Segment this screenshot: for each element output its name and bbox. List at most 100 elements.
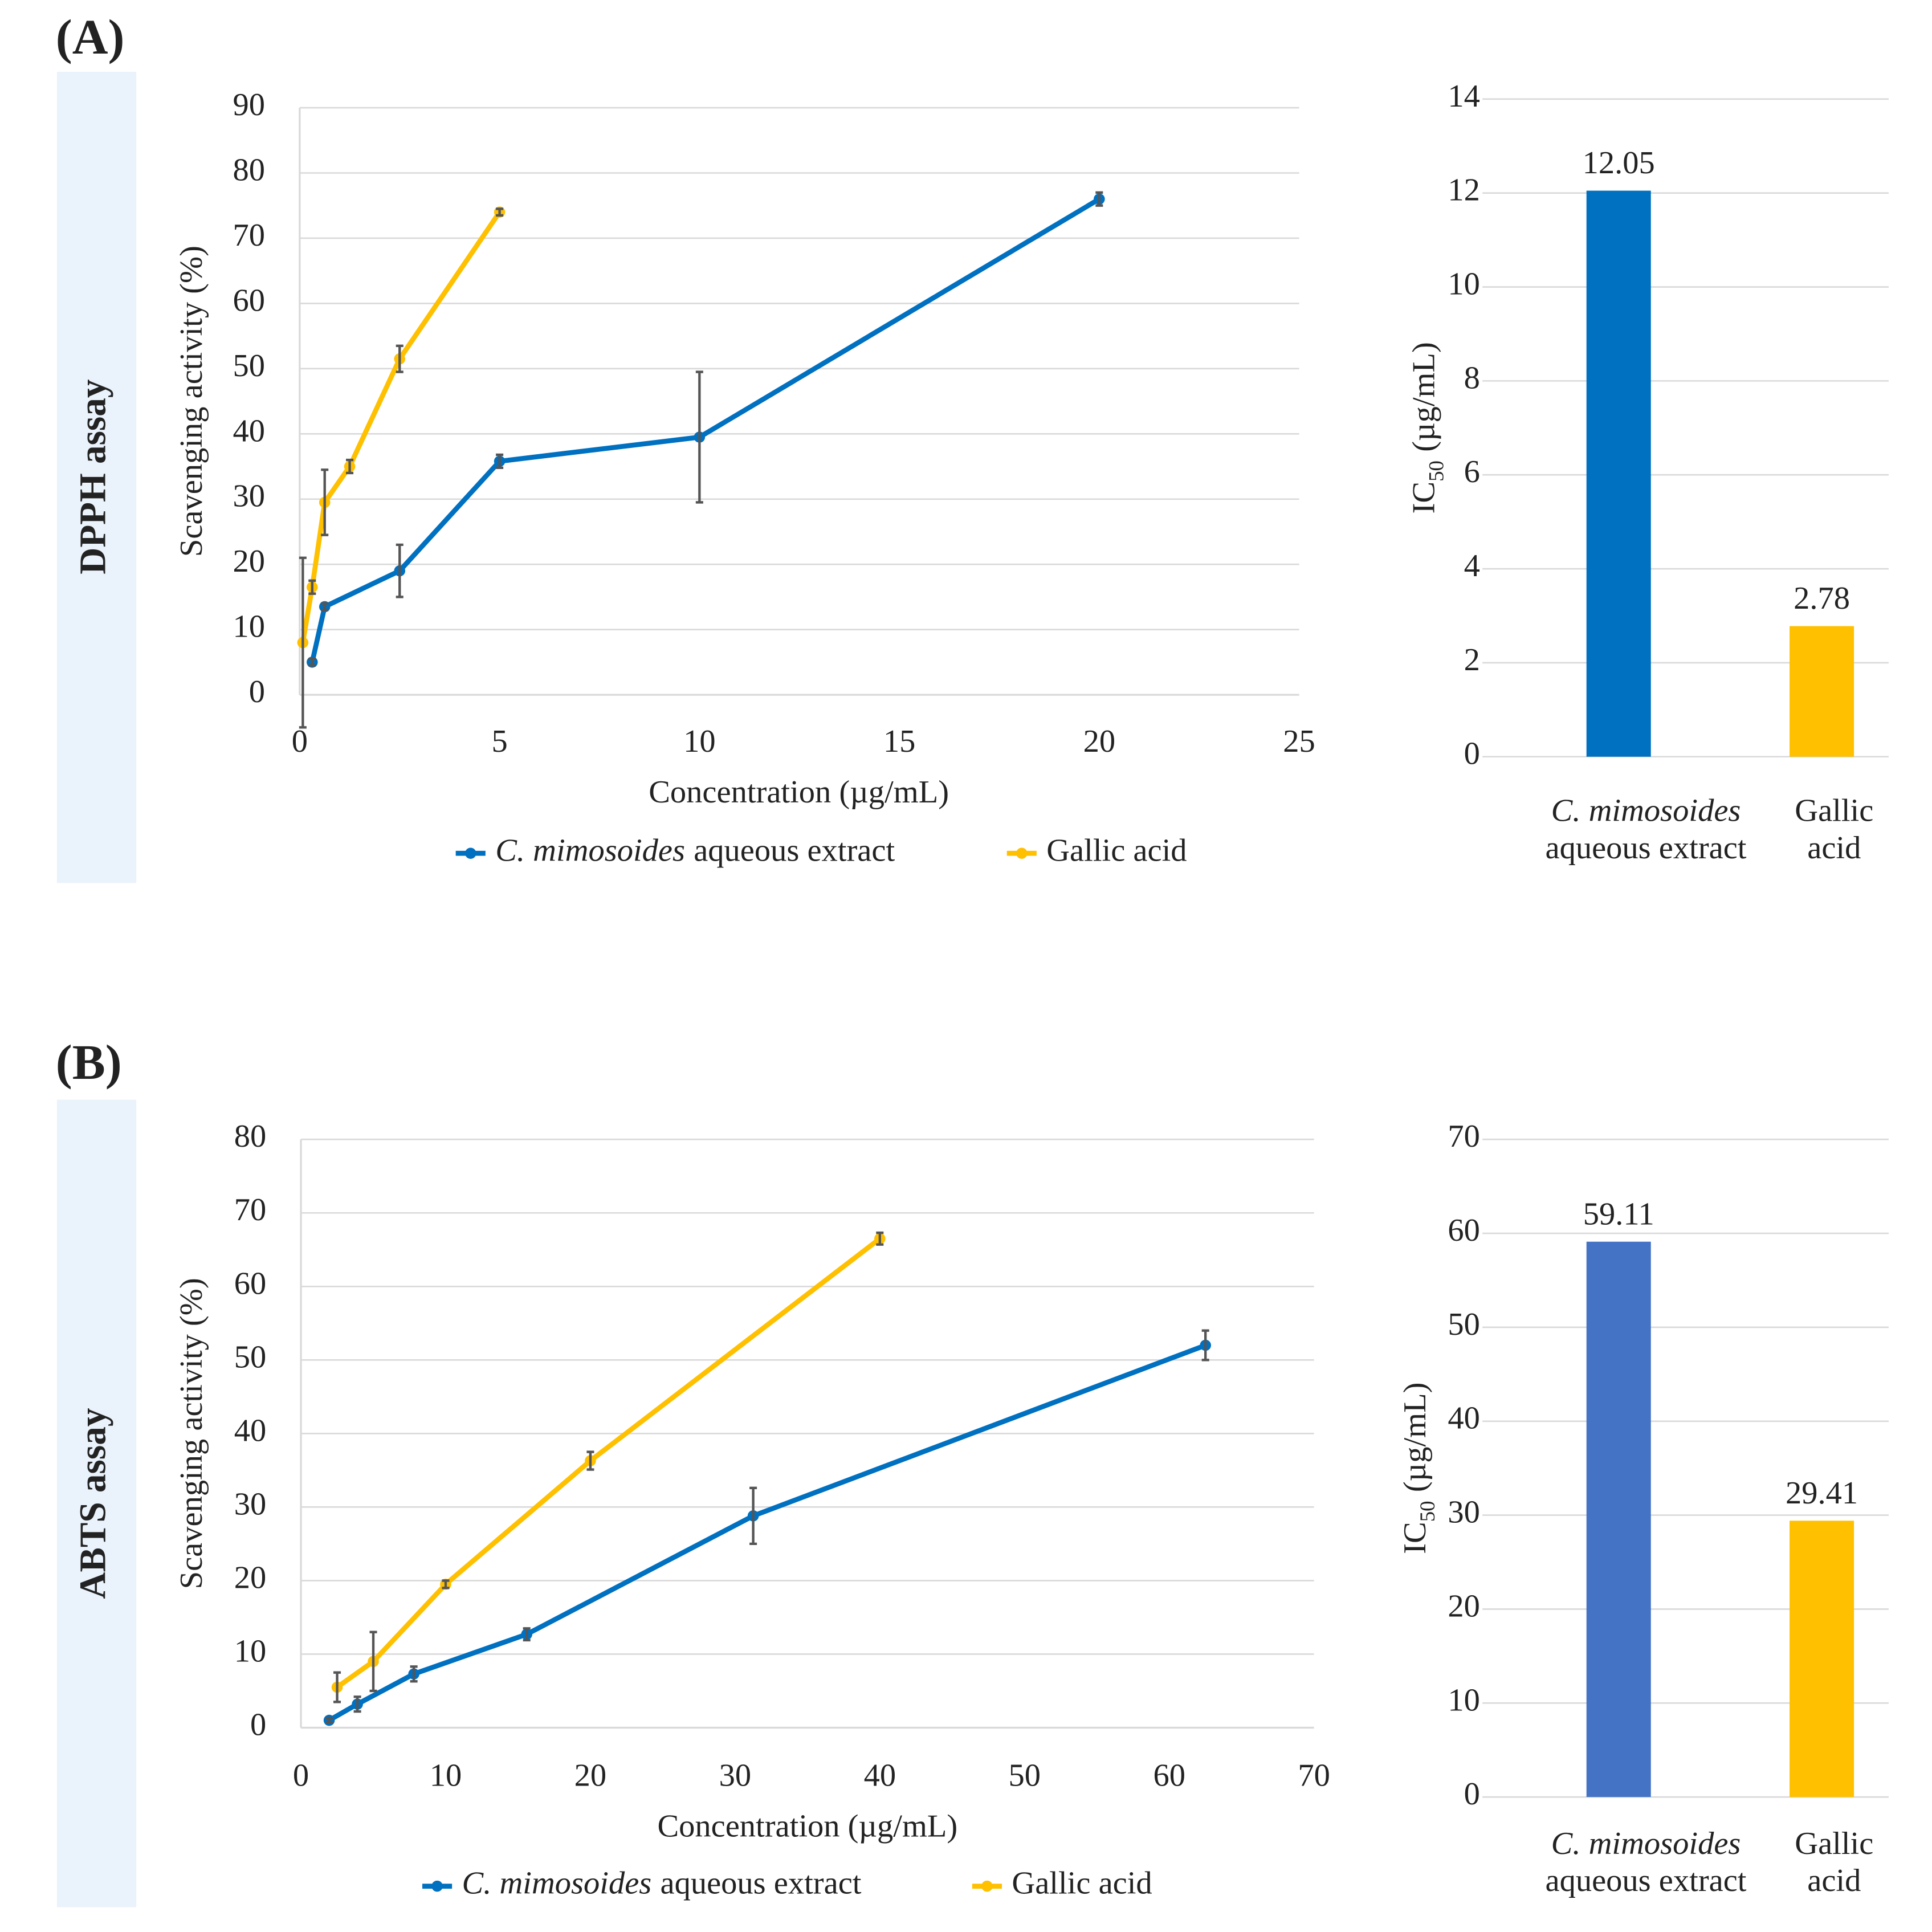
x-tick-label: Gallic	[1795, 793, 1873, 829]
legend-swatch	[981, 1880, 993, 1892]
y-tick-label: 40	[234, 1413, 267, 1448]
y-tick-label: 30	[234, 1486, 267, 1522]
y-axis-title-part: (µg/mL)	[1406, 342, 1441, 452]
x-tick-label: 50	[1009, 1758, 1041, 1794]
y-tick-label: 4	[1464, 548, 1480, 584]
legend-swatch	[431, 1880, 443, 1892]
legend-label: C. mimosoides aqueous extract	[462, 1866, 862, 1901]
data-label: 59.11	[1583, 1196, 1654, 1232]
y-tick-label: 90	[233, 87, 266, 123]
y-tick-label: 50	[234, 1339, 267, 1375]
x-tick-label: aqueous extract	[1546, 830, 1747, 866]
y-axis-title-part: IC	[1406, 482, 1441, 514]
error-bar	[749, 1486, 757, 1546]
y-axis-title: Scavenging activity (%)	[174, 1278, 209, 1589]
error-bar	[308, 579, 316, 595]
bar	[1586, 1241, 1651, 1798]
y-tick-label: 2	[1464, 642, 1480, 678]
error-bar	[410, 1665, 418, 1683]
x-axis-title: Concentration (µg/mL)	[649, 775, 949, 810]
error-bar	[876, 1231, 884, 1246]
error-bar	[396, 344, 403, 373]
x-tick-label: 20	[1083, 724, 1116, 759]
y-axis-title-part: 50	[1424, 460, 1448, 482]
x-tick-label: C. mimosoides	[1551, 793, 1741, 829]
y-tick-label: 0	[1464, 736, 1480, 772]
assay-label: ABTS assay	[72, 1408, 113, 1599]
bar	[1790, 626, 1854, 757]
y-axis-title-part: 50	[1416, 1501, 1439, 1522]
error-bar	[299, 556, 307, 729]
x-tick-label: 70	[1298, 1758, 1330, 1794]
error-bar	[333, 1671, 341, 1703]
x-tick-label: 25	[1283, 724, 1315, 759]
error-bar	[325, 1717, 333, 1724]
x-tick-label: 10	[683, 724, 716, 759]
y-tick-label: 30	[1448, 1495, 1480, 1530]
y-tick-label: 20	[234, 1560, 267, 1595]
error-bar	[442, 1579, 450, 1589]
error-bar	[695, 370, 703, 504]
y-tick-label: 80	[233, 152, 266, 188]
error-bar	[321, 468, 329, 536]
error-bar	[496, 207, 504, 217]
legend-swatch	[1016, 847, 1028, 859]
y-tick-label: 10	[233, 609, 266, 645]
y-tick-label: 40	[1448, 1401, 1480, 1436]
y-tick-label: 80	[234, 1119, 267, 1154]
y-axis-title: IC50 (µg/mL)	[1397, 1383, 1439, 1554]
legend-label-part: aqueous extract	[661, 1866, 862, 1901]
x-tick-label: acid	[1807, 1863, 1861, 1898]
legend-label-part: Gallic acid	[1012, 1866, 1152, 1901]
y-tick-label: 70	[233, 218, 266, 253]
error-bar	[308, 657, 316, 667]
panel-label: (B)	[56, 1035, 122, 1090]
panel-label: (A)	[56, 10, 125, 64]
assay-band	[56, 72, 137, 883]
y-tick-label: 10	[1448, 267, 1480, 302]
data-label: 29.41	[1786, 1476, 1858, 1511]
series-line	[309, 197, 1101, 663]
error-bar	[586, 1450, 594, 1471]
x-tick-label: Gallic	[1795, 1826, 1873, 1861]
x-tick-label: aqueous extract	[1546, 1863, 1747, 1898]
x-tick-label: 20	[574, 1758, 607, 1794]
y-tick-label: 0	[249, 674, 265, 710]
y-axis-title-part: (µg/mL)	[1397, 1383, 1433, 1493]
assay-band	[56, 1099, 137, 1907]
y-tick-label: 60	[234, 1266, 267, 1301]
x-tick-label: C. mimosoides	[1551, 1826, 1741, 1861]
y-tick-label: 14	[1448, 79, 1480, 114]
y-tick-label: 70	[1448, 1119, 1480, 1154]
legend-label-part: aqueous extract	[694, 833, 895, 868]
data-label: 2.78	[1794, 581, 1850, 616]
series-line	[300, 210, 502, 643]
y-axis-title: IC50 (µg/mL)	[1406, 342, 1448, 513]
y-axis-title-part: IC	[1397, 1522, 1433, 1554]
y-tick-label: 60	[1448, 1213, 1480, 1248]
y-tick-label: 0	[1464, 1776, 1480, 1812]
legend-label-part: C. mimosoides	[462, 1866, 652, 1901]
y-tick-label: 20	[233, 544, 266, 579]
y-tick-label: 50	[1448, 1307, 1480, 1342]
y-tick-label: 30	[233, 479, 266, 514]
error-bar	[369, 1631, 377, 1693]
error-bar	[321, 602, 329, 612]
data-label: 12.05	[1583, 145, 1655, 181]
x-tick-label: 5	[491, 724, 507, 759]
x-tick-label: 15	[883, 724, 916, 759]
y-axis-title: Scavenging activity (%)	[174, 246, 209, 557]
error-bar	[353, 1695, 361, 1713]
y-tick-label: 40	[233, 413, 266, 449]
x-tick-label: 30	[719, 1758, 752, 1794]
legend-swatch	[464, 847, 476, 859]
series-line	[336, 1236, 882, 1690]
bar	[1790, 1521, 1854, 1798]
legend-label: C. mimosoides aqueous extract	[495, 833, 895, 868]
legend-label: Gallic acid	[1046, 833, 1187, 868]
x-tick-label: 40	[864, 1758, 896, 1794]
x-tick-label: acid	[1807, 830, 1861, 866]
error-bar	[523, 1627, 531, 1642]
